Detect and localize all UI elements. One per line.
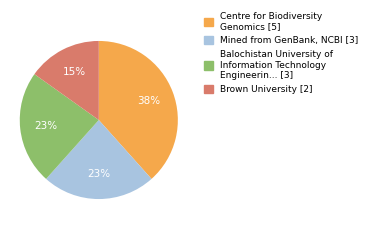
Wedge shape [35, 41, 99, 120]
Wedge shape [20, 74, 99, 179]
Text: 38%: 38% [138, 96, 161, 106]
Text: 15%: 15% [63, 67, 86, 77]
Legend: Centre for Biodiversity
Genomics [5], Mined from GenBank, NCBI [3], Balochistan : Centre for Biodiversity Genomics [5], Mi… [202, 10, 360, 96]
Text: 23%: 23% [87, 169, 110, 179]
Wedge shape [46, 120, 152, 199]
Text: 23%: 23% [34, 121, 57, 131]
Wedge shape [99, 41, 178, 179]
